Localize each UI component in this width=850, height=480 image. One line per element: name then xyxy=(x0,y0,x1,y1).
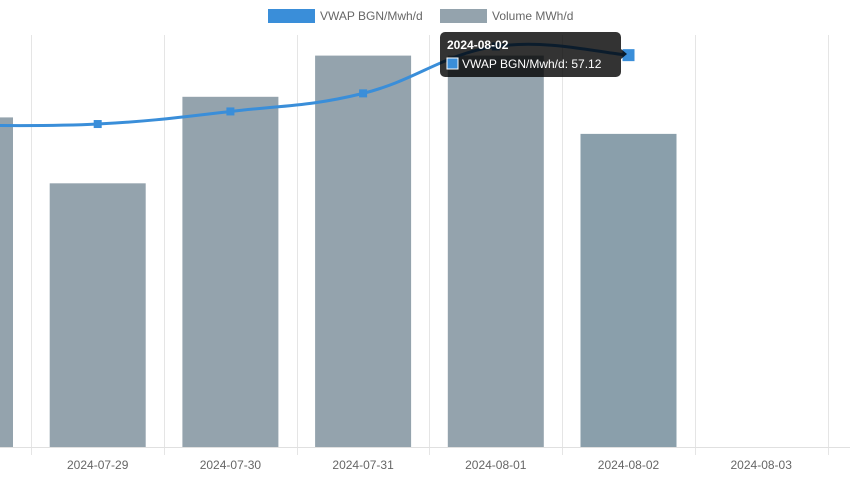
vwap-point[interactable] xyxy=(93,120,102,129)
volume-bar[interactable] xyxy=(182,96,279,448)
x-tick-label: 2024-07-29 xyxy=(67,458,129,472)
tooltip: 2024-08-02 VWAP BGN/Mwh/d: 57.12 xyxy=(440,32,627,77)
volume-bars xyxy=(0,55,677,448)
tooltip-body: VWAP BGN/Mwh/d: 57.12 xyxy=(462,57,602,71)
vwap-point-active[interactable] xyxy=(622,49,635,62)
volume-bar[interactable] xyxy=(49,183,146,447)
tooltip-color-swatch xyxy=(446,57,459,70)
vwap-point[interactable] xyxy=(359,89,368,98)
legend-label-vwap: VWAP BGN/Mwh/d xyxy=(320,9,423,23)
volume-bar[interactable] xyxy=(447,55,544,447)
legend-item-vwap[interactable]: VWAP BGN/Mwh/d xyxy=(268,9,423,23)
legend-item-volume[interactable]: Volume MWh/d xyxy=(440,9,573,23)
tooltip-title: 2024-08-02 xyxy=(447,38,509,52)
vwap-point[interactable] xyxy=(226,107,235,116)
x-tick-label: 2024-07-30 xyxy=(200,458,262,472)
volume-bar[interactable] xyxy=(315,55,412,447)
legend-swatch-vwap xyxy=(268,9,315,23)
x-tick-label: 2024-08-03 xyxy=(731,458,793,472)
legend-label-volume: Volume MWh/d xyxy=(492,9,573,23)
x-tick-label: 2024-08-01 xyxy=(465,458,527,472)
tooltip-caret xyxy=(621,49,627,59)
x-axis: 2024-07-29 2024-07-30 2024-07-31 2024-08-01… xyxy=(67,458,792,472)
x-tick-label: 2024-07-31 xyxy=(332,458,394,472)
volume-bar[interactable] xyxy=(580,133,677,447)
legend: VWAP BGN/Mwh/d Volume MWh/d xyxy=(268,9,573,23)
volume-bar[interactable] xyxy=(0,117,13,448)
tooltip-box xyxy=(440,32,621,77)
legend-swatch-volume xyxy=(440,9,487,23)
x-tick-label: 2024-08-02 xyxy=(598,458,660,472)
